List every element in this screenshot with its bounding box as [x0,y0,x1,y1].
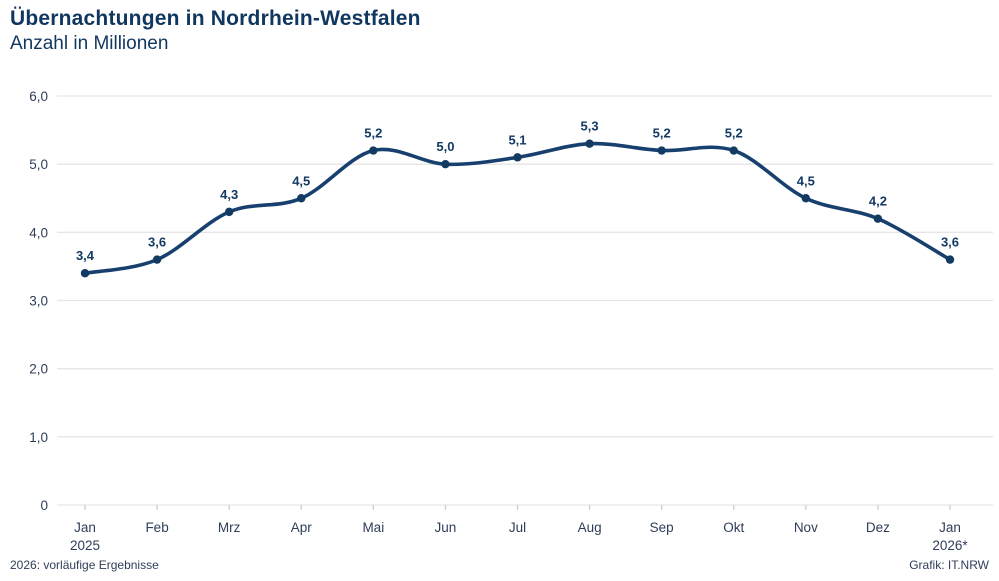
data-point [441,159,450,169]
data-point-label: 5,2 [653,126,671,141]
data-point [297,194,306,203]
y-axis-tick-label: 2,0 [29,362,48,377]
data-point [873,214,883,223]
data-point [513,153,522,162]
data-point-label: 5,2 [364,126,382,141]
x-axis-tick-label: Apr [291,520,313,535]
data-point-label: 5,3 [581,119,599,134]
data-point [152,255,162,264]
data-point-label: 4,5 [797,173,815,188]
y-axis-tick-label: 3,0 [29,294,48,309]
x-axis-tick-label: Aug [578,520,602,535]
y-axis-tick-label: 5,0 [29,157,48,172]
footnote: 2026: vorläufige Ergebnisse [10,558,159,572]
x-axis-tick-label: Jul [509,520,526,535]
chart-header: Übernachtungen in Nordrhein-Westfalen An… [10,6,421,57]
x-axis-tick-label: Okt [723,520,744,535]
credit: Grafik: IT.NRW [909,558,989,572]
x-axis-tick-label: Jan [939,520,961,535]
y-axis-tick-label: 0 [40,498,48,513]
data-point [80,269,90,278]
chart-title: Übernachtungen in Nordrhein-Westfalen [10,7,421,30]
x-axis-tick-label: Sep [650,520,674,535]
data-point-label: 3,6 [941,235,959,250]
x-axis-tick-label: Jan [74,520,96,535]
data-line [83,141,952,275]
y-axis-tick-label: 4,0 [29,225,48,240]
data-point-label: 3,4 [76,248,95,263]
chart-subtitle: Anzahl in Millionen [10,33,169,55]
data-point [729,146,738,155]
data-point [945,255,955,264]
x-axis-tick-label: Mai [362,520,384,535]
data-point-label: 4,5 [292,173,310,188]
data-point-label: 5,1 [508,132,526,147]
data-point-label: 4,2 [869,194,887,209]
data-point-label: 3,6 [148,235,166,250]
x-axis-tick-label: Nov [794,520,818,535]
x-axis-tick-label: Feb [145,520,168,535]
data-point [801,194,811,203]
x-axis-tick-label: Mrz [218,520,241,535]
data-point-label: 5,0 [436,139,454,154]
y-axis-tick-label: 6,0 [29,89,48,104]
y-axis-tick-label: 1,0 [29,430,48,445]
x-axis-tick-sublabel: 2025 [70,538,100,553]
x-axis-tick-label: Jun [435,520,457,535]
data-point [369,146,378,155]
x-axis-tick-label: Dez [866,520,890,535]
data-point-label: 5,2 [725,126,743,141]
data-point [585,139,594,148]
x-axis-tick-sublabel: 2026* [932,538,968,553]
data-point [224,207,234,217]
data-point-label: 4,3 [220,187,238,202]
data-point [657,146,666,155]
